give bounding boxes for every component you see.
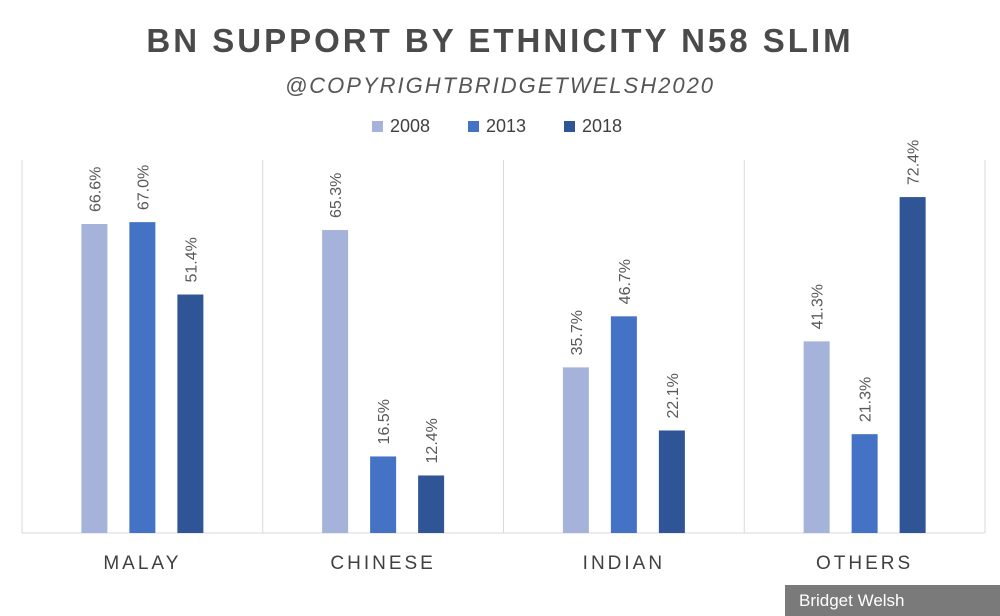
bar-2018-others: [899, 197, 926, 533]
legend-label-2008: 2008: [390, 116, 430, 136]
legend-swatch-2013: [468, 121, 479, 132]
bar-2018-indian: [658, 430, 685, 533]
x-tick-label: CHINESE: [330, 553, 435, 574]
legend-swatch-2018: [564, 121, 575, 132]
legend-label-2013: 2013: [486, 116, 526, 136]
x-tick-label: INDIAN: [583, 553, 665, 574]
data-label: 35.7%: [569, 310, 586, 355]
data-label: 22.1%: [665, 373, 682, 418]
data-label: 12.4%: [424, 418, 441, 463]
chart-title: BN SUPPORT BY ETHNICITY N58 SLIM: [146, 22, 854, 59]
bar-2013-others: [851, 434, 878, 533]
bar-2013-indian: [610, 316, 637, 533]
bar-2008-others: [803, 341, 830, 533]
x-tick-label: MALAY: [103, 553, 181, 574]
data-label: 21.3%: [858, 377, 875, 422]
data-label: 51.4%: [183, 237, 200, 282]
legend-swatch-2008: [372, 121, 383, 132]
bar-2018-chinese: [418, 475, 445, 533]
x-tick-label: OTHERS: [816, 553, 913, 574]
data-label: 16.5%: [376, 399, 393, 444]
data-label: 41.3%: [810, 284, 827, 329]
legend-label-2018: 2018: [582, 116, 622, 136]
data-label: 72.4%: [906, 140, 923, 185]
bar-2018-malay: [177, 294, 204, 533]
data-label: 65.3%: [328, 173, 345, 218]
bar-2008-indian: [562, 367, 589, 533]
data-label: 46.7%: [617, 259, 634, 304]
data-label: 67.0%: [135, 165, 152, 210]
chart-subtitle: @COPYRIGHTBRIDGETWELSH2020: [284, 73, 716, 98]
data-label: 66.6%: [87, 167, 104, 212]
watermark-credit: Bridget Welsh: [785, 585, 1000, 616]
bar-2013-malay: [129, 222, 156, 533]
bar-2008-chinese: [322, 230, 349, 533]
bar-2008-malay: [81, 224, 108, 533]
bar-2013-chinese: [370, 456, 397, 533]
